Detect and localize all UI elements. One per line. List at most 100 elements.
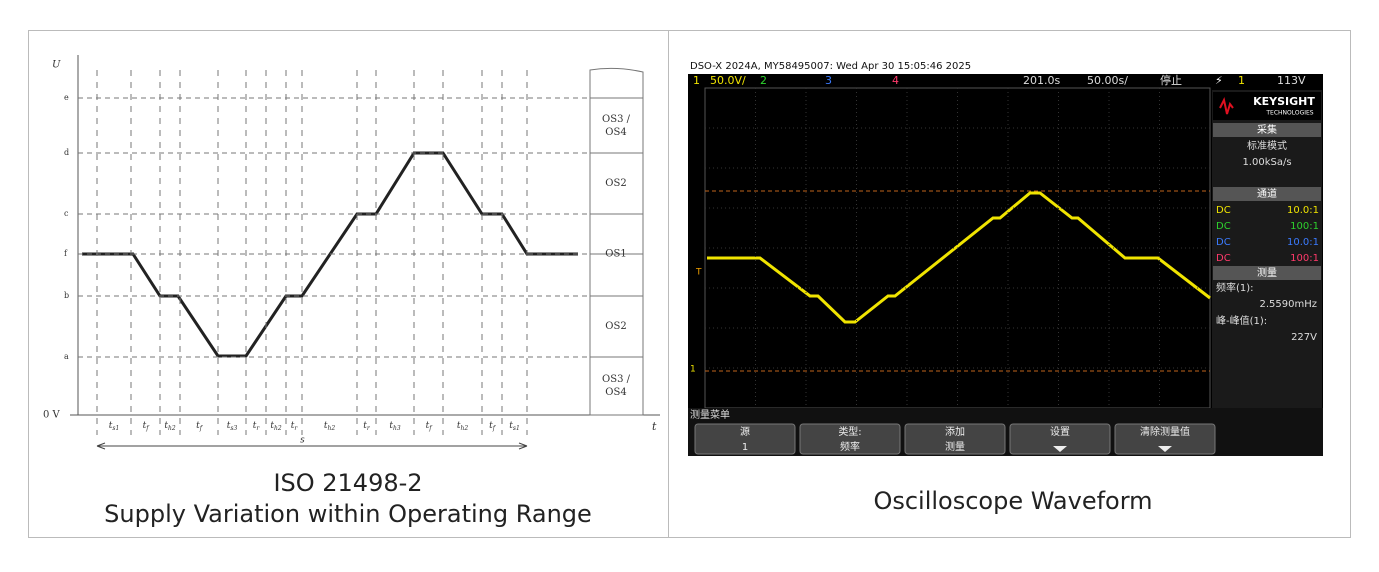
softkey (1114, 423, 1216, 455)
softkey-label: 1 (742, 442, 748, 453)
status-text: 50.0V/ (710, 74, 746, 87)
panel-title: 测量 (1257, 266, 1277, 279)
level-label: d (64, 148, 69, 157)
time-label: ts1 (109, 421, 120, 432)
time-subscript: h3 (393, 425, 401, 432)
time-symbol: t (143, 421, 147, 431)
time-subscript: h2 (460, 425, 468, 432)
panel-title: 采集 (1257, 123, 1277, 136)
brand: TECHNOLOGIES (1265, 110, 1313, 117)
time-subscript: h2 (168, 425, 176, 432)
softkey-label: 清除测量值 (1140, 425, 1190, 438)
time-symbol: t (109, 421, 113, 431)
panel-header (1213, 123, 1321, 137)
zone-label: OS4 (605, 387, 626, 398)
label: 标准模式 (1247, 139, 1287, 152)
time-subscript: r (367, 425, 371, 432)
time-subscript: s1 (112, 425, 119, 432)
time-symbol: t (270, 421, 274, 431)
status-text: 201.0s (1023, 74, 1060, 87)
time-label: tr (291, 421, 299, 432)
time-symbol: t (196, 421, 200, 431)
label: 10.0:1 (1287, 237, 1319, 248)
level-label: c (64, 209, 69, 218)
time-label: th2 (164, 421, 175, 432)
label: 100:1 (1290, 221, 1319, 232)
label: 0 V (43, 410, 61, 421)
status-text: ⚡ (1215, 74, 1223, 87)
level-label: a (64, 352, 69, 361)
label: 2.5590mHz (1260, 299, 1318, 310)
softkey-label: 源 (740, 425, 750, 438)
softkey (1009, 423, 1111, 455)
zone-label: OS4 (605, 127, 626, 138)
softkey-label: 频率 (840, 440, 860, 453)
frame (28, 30, 1351, 538)
label: 227V (1291, 332, 1317, 343)
label: DC (1216, 253, 1231, 264)
time-subscript: s1 (513, 425, 520, 432)
label: 频率(1): (1216, 281, 1254, 294)
time-symbol: t (291, 421, 295, 431)
time-subscript: s3 (230, 425, 237, 432)
zone-box (589, 67, 644, 416)
time-label: ts1 (509, 421, 520, 432)
label: 100:1 (1290, 253, 1319, 264)
zone-label: OS3 / (602, 374, 631, 385)
time-label: tf (489, 421, 497, 432)
caption: ISO 21498-2 (273, 469, 422, 497)
time-subscript: f (199, 425, 204, 432)
label: t (652, 420, 657, 433)
time-label: th2 (457, 421, 468, 432)
softkey (799, 423, 901, 455)
panel-header (1213, 266, 1321, 280)
zone-label: OS2 (605, 178, 626, 189)
label: T (695, 268, 702, 278)
panel-title: 通道 (1257, 187, 1277, 200)
time-symbol: t (363, 421, 367, 431)
menu-title: 测量菜单 (690, 408, 730, 421)
time-symbol: t (509, 421, 513, 431)
zone-label: OS2 (605, 321, 626, 332)
time-symbol: t (227, 421, 231, 431)
time-symbol: t (457, 421, 461, 431)
softkey-label: 类型: (838, 425, 861, 438)
level-label: e (64, 93, 69, 102)
status-text: 停止 (1160, 73, 1182, 87)
label: 1 (690, 365, 696, 375)
time-symbol: t (253, 421, 257, 431)
label: DC (1216, 237, 1231, 248)
time-label: th2 (270, 421, 281, 432)
status-text: 50.00s/ (1087, 74, 1128, 87)
time-label: tf (196, 421, 204, 432)
time-label: tr (363, 421, 371, 432)
diagram (70, 55, 660, 450)
label: 1.00kSa/s (1242, 157, 1291, 168)
softkey-arrow (1053, 446, 1067, 452)
time-subscript: f (492, 425, 497, 432)
label: U (52, 60, 61, 71)
softkey (694, 423, 796, 455)
side-panel (1212, 90, 1322, 408)
caption: Supply Variation within Operating Range (104, 500, 592, 528)
status-text: 2 (760, 74, 767, 87)
scope-header: DSO-X 2024A, MY58495007: Wed Apr 30 15:0… (690, 61, 971, 72)
level-label: f (64, 249, 68, 258)
time-label: th3 (389, 421, 400, 432)
label: 峰-峰值(1): (1216, 314, 1267, 327)
brand-logo (1219, 97, 1234, 115)
time-subscript: h2 (327, 425, 335, 432)
time-symbol: t (489, 421, 493, 431)
time-subscript: r (294, 425, 298, 432)
time-label: tr (253, 421, 261, 432)
softkey-label: 添加 (945, 425, 965, 438)
status-text: 113V (1277, 74, 1306, 87)
softkey-label: 测量 (945, 440, 965, 453)
zone-label: OS3 / (602, 114, 631, 125)
status-text: 3 (825, 74, 832, 87)
brand: KEYSIGHT (1253, 95, 1315, 108)
time-symbol: t (389, 421, 393, 431)
time-subscript: f (428, 425, 433, 432)
